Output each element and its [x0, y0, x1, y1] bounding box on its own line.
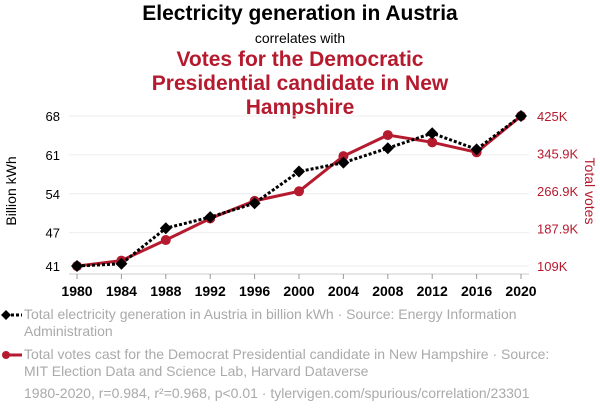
x-tick-label: 1984 — [106, 283, 137, 299]
x-tick-label: 2008 — [372, 283, 403, 299]
series-electricity-point — [71, 260, 83, 272]
chart-title-secondary: Votes for the Democratic Presidential ca… — [0, 48, 600, 120]
series-votes-point — [338, 151, 349, 162]
legend-item-electricity: Total electricity generation in Austria … — [1, 306, 564, 340]
y2-tick-label: 425K — [537, 109, 568, 124]
series-votes-point — [294, 186, 304, 197]
series-electricity-point — [337, 156, 350, 169]
y2-tick-label: 345.9K — [537, 147, 579, 162]
series-votes-point — [382, 130, 393, 141]
series-electricity-line — [76, 114, 522, 268]
series-votes-point — [427, 137, 438, 148]
legend-item-votes: Total votes cast for the Democrat Presid… — [2, 346, 564, 380]
y-axis-label: Billion kWh — [3, 156, 19, 225]
y2-tick-label: 187.9K — [537, 222, 579, 237]
x-tick-label: 2004 — [328, 283, 359, 299]
series-electricity-point — [515, 110, 527, 122]
chart-title-secondary-text: Votes for the Democratic Presidential ca… — [151, 48, 449, 119]
x-tick-label: 1992 — [195, 283, 226, 299]
y2-tick-label: 109K — [537, 259, 568, 274]
series-electricity-point — [470, 143, 483, 156]
chart-plot: 1980 1984 1988 1992 1996 2000 2004 2008 2012 2016… — [3, 109, 598, 299]
series-votes-point — [160, 235, 171, 246]
x-tick-label: 2000 — [283, 283, 314, 299]
legend-marker-electricity — [1, 310, 22, 320]
x-tick-label: 1980 — [61, 283, 92, 299]
chart-title: Electricity generation in Austria — [142, 2, 458, 25]
y-tick-label: 68 — [46, 109, 60, 124]
legend-label-votes: Total votes cast for the Democrat Presid… — [24, 346, 550, 379]
x-tick-label: 2020 — [505, 283, 536, 299]
series-electricity-point — [204, 211, 217, 224]
series-electricity-point — [115, 257, 128, 270]
series-electricity-point — [426, 127, 439, 140]
gridlines — [69, 115, 529, 267]
series-electricity-point — [159, 222, 172, 235]
footer-stats: 1980-2020, r=0.984, r²=0.968, p<0.01 · t… — [24, 385, 530, 401]
y2-axis-label: Total votes — [582, 158, 598, 225]
x-axis: 1980 1984 1988 1992 1996 2000 2004 2008 2012 2016… — [61, 273, 537, 299]
y-tick-label: 47 — [46, 226, 60, 241]
x-tick-label: 1988 — [150, 283, 181, 299]
y-axis-left: 41 47 54 61 68 — [46, 109, 60, 274]
x-tick-label: 1996 — [239, 283, 270, 299]
y2-tick-label: 266.9K — [537, 184, 579, 199]
series-electricity-point — [293, 165, 305, 178]
y-tick-label: 61 — [46, 148, 60, 163]
legend-marker-votes — [2, 351, 22, 359]
y-tick-label: 41 — [46, 259, 60, 274]
y-axis-right: 109K 187.9K 266.9K 345.9K 425K — [537, 109, 579, 274]
chart-subtitle: correlates with — [254, 30, 346, 46]
x-tick-label: 2012 — [417, 283, 448, 299]
series-votes — [72, 111, 526, 272]
series-electricity — [71, 110, 527, 272]
x-tick-label: 2016 — [461, 283, 492, 299]
series-electricity-point — [381, 142, 394, 155]
y-tick-label: 54 — [46, 187, 60, 202]
legend-label-electricity: Total electricity generation in Austria … — [24, 306, 517, 339]
series-electricity-point — [248, 197, 261, 210]
